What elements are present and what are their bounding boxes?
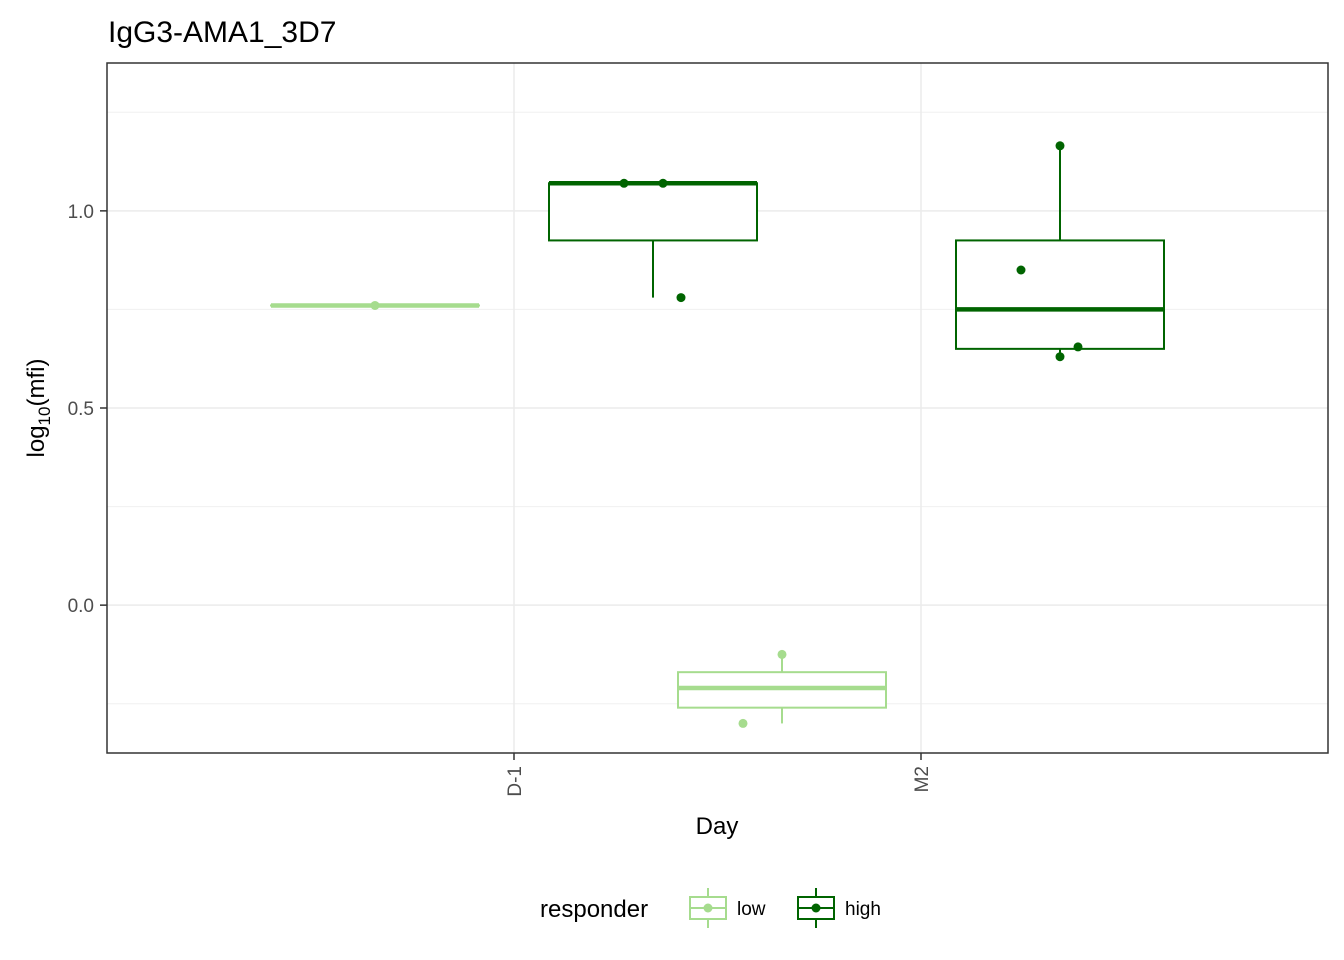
y-tick-label: 1.0 [68,202,94,223]
data-point-high [676,293,686,303]
data-point-high [1055,352,1065,362]
y-axis-title-subscript: 10 [35,407,54,426]
data-point-high [1016,265,1026,275]
legend-label-low: low [737,899,766,920]
box-high-M2 [955,145,1165,357]
data-point-high [619,178,629,188]
x-axis-title: Day [696,813,739,840]
data-point-low [738,718,748,728]
legend-key-point [811,903,821,913]
y-tick-label: 0.5 [68,399,94,420]
chart-title: IgG3-AMA1_3D7 [108,16,336,49]
data-point-high [1073,342,1083,352]
plot-area: 0.0 0.5 1.0 D-1 M2 [68,62,1329,797]
legend-key-low [689,888,727,928]
y-axis-title-main: log [23,425,50,457]
box-high-D-1 [548,181,758,298]
y-axis-title: log10(mfi) [23,359,54,458]
data-point-high [658,178,668,188]
legend-title: responder [540,896,648,923]
legend: responder low high [540,888,881,928]
legend-key-point [703,903,713,913]
x-tick-label: M2 [912,766,933,792]
box-low-M2 [677,656,887,724]
y-axis-title-tail: (mfi) [23,359,50,407]
legend-key-high [797,888,835,928]
x-tick-label: D-1 [505,766,526,797]
data-point-low [777,649,787,659]
data-point-high [1055,141,1065,151]
box-body [955,239,1165,350]
box-body [548,182,758,242]
legend-label-high: high [845,899,881,920]
data-point-low [370,300,380,310]
y-tick-label: 0.0 [68,596,94,617]
